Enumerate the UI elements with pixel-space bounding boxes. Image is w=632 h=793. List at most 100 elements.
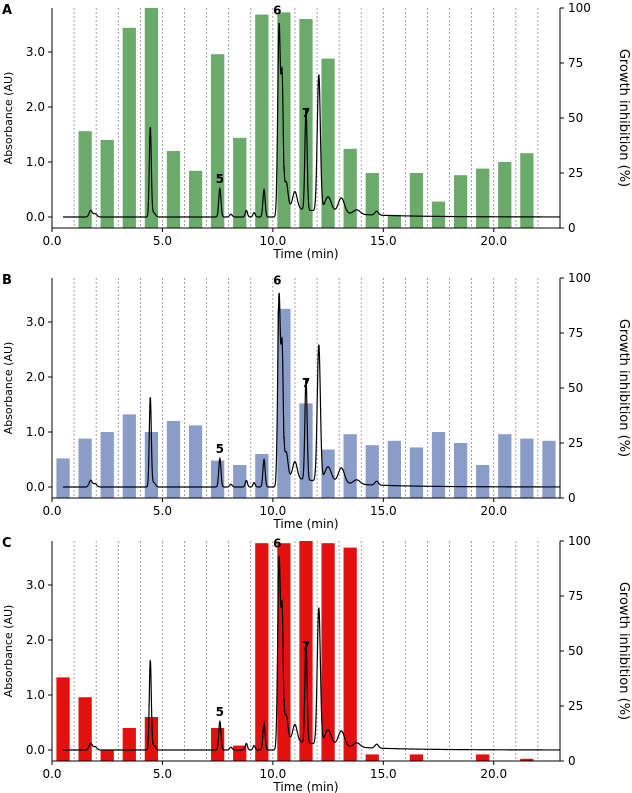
bar [78, 697, 92, 761]
bar [321, 449, 335, 498]
bar [255, 14, 269, 228]
peak-label: 5 [216, 705, 224, 719]
y-axis-title: Absorbance (AU) [2, 72, 15, 165]
y-tick-label: 0.0 [26, 480, 45, 494]
peak-label: 5 [216, 442, 224, 456]
bar [321, 58, 335, 228]
peak-label: 7 [302, 106, 310, 120]
bar-series [56, 308, 556, 498]
bar [365, 445, 379, 498]
bar [78, 131, 92, 228]
y-axis-title: Absorbance (AU) [2, 342, 15, 435]
bar [520, 438, 534, 498]
x-tick-label: 5.0 [153, 234, 172, 248]
bar [476, 754, 490, 761]
y-axis-title: Absorbance (AU) [2, 605, 15, 698]
x-tick-label: 5.0 [153, 767, 172, 781]
panel-B: B0.0 5.0 10.0 15.0 20.00.01.02.03.0025507510… [2, 271, 631, 531]
y2-tick-label: 100 [568, 534, 591, 548]
x-tick-label: 20.0 [480, 504, 507, 518]
bar [453, 175, 468, 228]
bar [233, 465, 247, 498]
grid-lines [73, 8, 539, 228]
y2-tick-label: 50 [568, 644, 583, 658]
bar [520, 758, 534, 761]
bar [343, 148, 357, 228]
bar [166, 421, 181, 498]
bar [255, 543, 269, 761]
y-tick-label: 1.0 [26, 688, 45, 702]
y2-tick-label: 0 [568, 754, 576, 768]
bar [431, 201, 446, 228]
bar [144, 8, 159, 228]
y2-tick-label: 100 [568, 1, 591, 15]
x-tick-label: 10.0 [260, 234, 287, 248]
bar [78, 438, 92, 498]
y-tick-label: 3.0 [26, 45, 45, 59]
peak-label: 7 [302, 639, 310, 653]
y2-axis-title: Growth inhibition (%) [616, 319, 631, 457]
peak-label: 6 [273, 274, 281, 288]
chromatogram-line [63, 292, 560, 488]
bar [498, 434, 512, 498]
x-tick-label: 5.0 [153, 504, 172, 518]
bar [56, 458, 70, 498]
peak-label: 6 [273, 537, 281, 551]
panel-label: A [2, 3, 12, 18]
x-axis-title: Time (min) [272, 780, 338, 793]
y2-tick-label: 25 [568, 166, 583, 180]
y2-axis-title: Growth inhibition (%) [616, 582, 631, 720]
panel-label: B [2, 273, 12, 288]
bar [409, 754, 424, 761]
bar [166, 151, 181, 228]
bar [498, 162, 512, 228]
y-tick-label: 3.0 [26, 578, 45, 592]
bar [387, 440, 401, 498]
y-tick-label: 0.0 [26, 743, 45, 757]
y-tick-label: 1.0 [26, 155, 45, 169]
bar [100, 432, 114, 498]
bar [343, 434, 357, 498]
y-tick-label: 2.0 [26, 100, 45, 114]
bar [100, 140, 114, 228]
x-tick-label: 20.0 [480, 767, 507, 781]
chromatogram-line [63, 555, 560, 751]
panel-C: C0.0 5.0 10.0 15.0 20.00.01.02.03.0025507510… [2, 534, 631, 793]
x-tick-label: 15.0 [370, 504, 397, 518]
x-tick-label: 20.0 [480, 234, 507, 248]
panel-A: A0.0 5.0 10.0 15.0 20.00.01.02.03.0025507510… [2, 1, 631, 261]
y2-axis-title: Growth inhibition (%) [616, 49, 631, 187]
x-tick-label: 15.0 [370, 767, 397, 781]
bar [299, 19, 313, 228]
x-tick-label: 0.0 [42, 234, 61, 248]
y-tick-label: 3.0 [26, 315, 45, 329]
x-tick-label: 0.0 [42, 504, 61, 518]
bar [365, 173, 379, 228]
y2-tick-label: 0 [568, 221, 576, 235]
y2-tick-label: 25 [568, 699, 583, 713]
bar [321, 543, 335, 761]
y2-tick-label: 100 [568, 271, 591, 285]
bar [409, 173, 424, 228]
y2-tick-label: 50 [568, 381, 583, 395]
peak-label: 7 [302, 376, 310, 390]
bar [476, 465, 490, 498]
bar [476, 168, 490, 228]
y2-tick-label: 75 [568, 589, 583, 603]
bar [211, 54, 225, 229]
bar [255, 454, 269, 498]
panel-label: C [2, 536, 12, 551]
bar [431, 432, 446, 498]
bar [453, 443, 468, 498]
x-tick-label: 10.0 [260, 767, 287, 781]
x-tick-label: 10.0 [260, 504, 287, 518]
y-tick-label: 1.0 [26, 425, 45, 439]
x-axis-title: Time (min) [272, 247, 338, 261]
y-tick-label: 2.0 [26, 633, 45, 647]
bar [122, 27, 136, 228]
bar [542, 440, 556, 498]
y2-tick-label: 50 [568, 111, 583, 125]
bar [122, 414, 136, 498]
x-tick-label: 0.0 [42, 767, 61, 781]
